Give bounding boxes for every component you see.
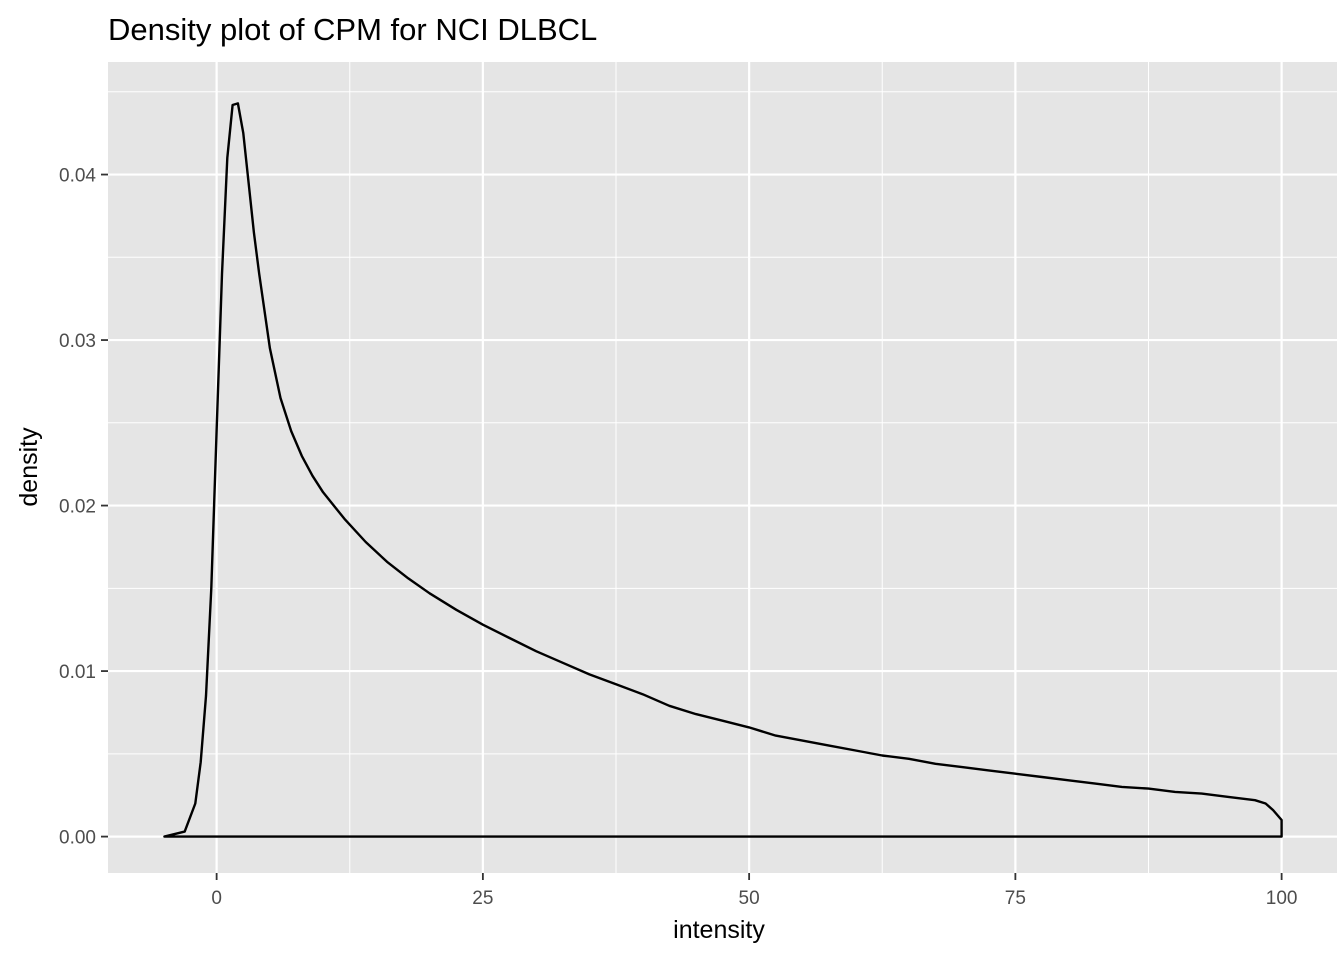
axis-ticks: 0 25 50 75 100 0.00 0.01 0.02 0.03 0.04 [59, 166, 1297, 909]
x-tick-label: 0 [211, 888, 222, 909]
y-tick-label: 0.00 [59, 828, 96, 849]
y-axis-title: density [15, 427, 43, 507]
y-tick-label: 0.01 [59, 662, 96, 683]
y-tick-label: 0.03 [59, 331, 96, 352]
gridlines [108, 62, 1337, 873]
x-tick-label: 25 [472, 888, 493, 909]
chart-title: Density plot of CPM for NCI DLBCL [108, 12, 597, 47]
y-tick-label: 0.04 [59, 166, 96, 187]
density-curve [163, 102, 1283, 838]
x-tick-label: 100 [1266, 888, 1298, 909]
x-axis-title: intensity [673, 916, 765, 944]
y-tick-label: 0.02 [59, 497, 96, 518]
series-layer [163, 102, 1283, 838]
x-tick-label: 50 [739, 888, 760, 909]
x-tick-label: 75 [1005, 888, 1026, 909]
plot-panel [108, 62, 1337, 873]
